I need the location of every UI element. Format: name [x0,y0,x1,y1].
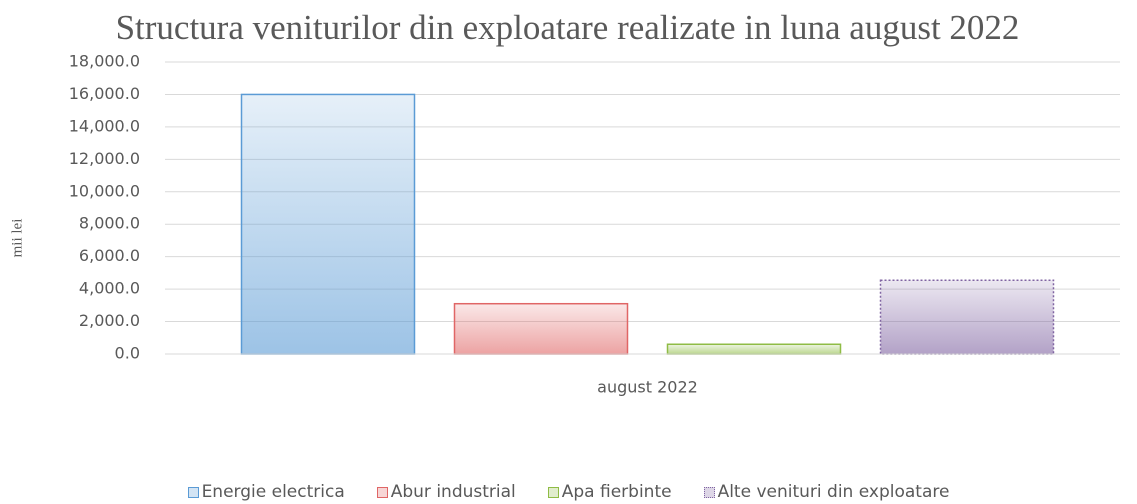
y-tick-label: 4,000.0 [79,279,140,298]
bar [453,302,629,355]
y-tick-label: 14,000.0 [69,116,140,135]
legend: Energie electrica Abur industrial Apa fier… [0,482,1137,502]
legend-swatch [187,486,199,498]
y-tick-label: 18,000.0 [69,52,140,71]
y-tick-label: 0.0 [115,344,140,363]
legend-label: Abur industrial [390,482,516,502]
y-tick-label: 2,000.0 [79,311,140,330]
y-tick-label: 12,000.0 [69,149,140,168]
bar [666,343,842,355]
chart-title: Structura veniturilor din exploatare rea… [115,8,1020,47]
legend-label: Energie electrica [201,482,345,502]
y-tick-label: 6,000.0 [79,246,140,265]
legend-label: Alte venituri din exploatare [717,482,950,502]
y-tick-label: 10,000.0 [69,181,140,200]
y-tick-label: 16,000.0 [69,84,140,103]
legend-item: Energie electrica [187,482,345,502]
bar [879,279,1055,355]
y-tick-label: 8,000.0 [79,214,140,233]
legend-item: Apa fierbinte [547,482,672,502]
y-axis-label: mii lei [9,219,25,258]
legend-swatch [376,486,388,498]
legend-swatch [547,486,559,498]
legend-item: Abur industrial [376,482,516,502]
legend-swatch [703,486,715,498]
bar [240,93,416,355]
x-tick-label: august 2022 [597,378,698,397]
legend-item: Alte venituri din exploatare [703,482,950,502]
legend-label: Apa fierbinte [561,482,672,502]
